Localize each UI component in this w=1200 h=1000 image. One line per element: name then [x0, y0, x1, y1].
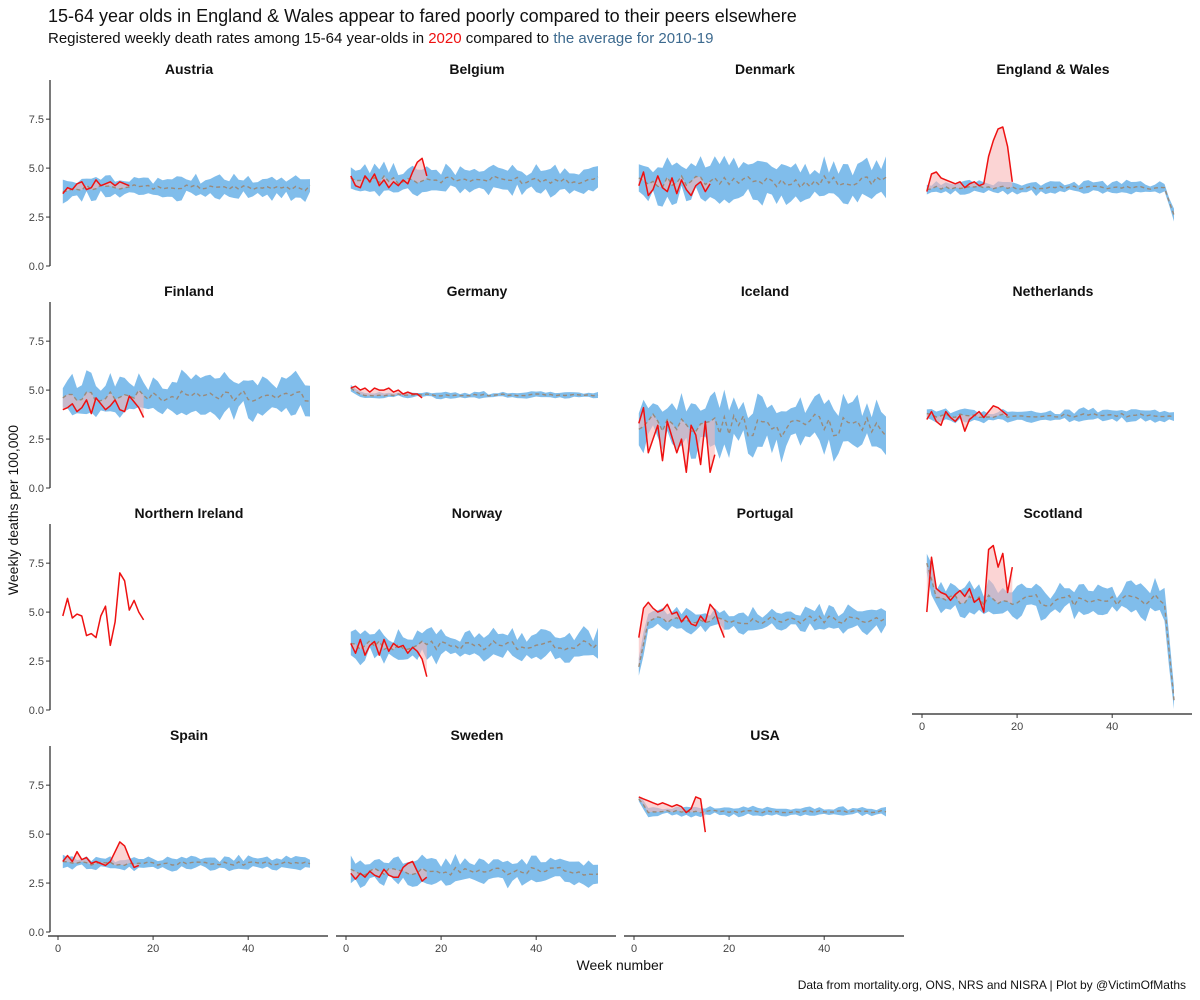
line-2020-germany: [350, 385, 423, 399]
subtitle-text-middle: compared to: [461, 30, 554, 47]
line-2020-usa: [638, 796, 707, 833]
excess-ribbon-2020-spain: [62, 841, 139, 868]
mean-line-2010-19-sweden: [350, 866, 599, 876]
excess-ribbon-2020-scotland: [926, 545, 1013, 613]
panel-title-spain: Spain: [170, 727, 208, 743]
panel-title-portugal: Portugal: [737, 505, 794, 521]
line-2020-scotland: [926, 544, 1014, 613]
line-2020-norway: [350, 638, 428, 677]
mean-line-2010-19-denmark: [638, 174, 887, 189]
y-tick-label-finland-3: 7.5: [29, 336, 44, 348]
mean-line-2010-19-scotland: [926, 563, 1175, 701]
y-tick-label-northern-ireland-1: 2.5: [29, 656, 44, 668]
subtitle-highlight-2020: 2020: [428, 30, 462, 47]
panel-title-sweden: Sweden: [451, 727, 504, 743]
panel-title-england-wales: England & Wales: [996, 61, 1109, 77]
line-2020-austria: [62, 179, 130, 195]
y-tick-label-austria-0: 0.0: [29, 261, 44, 273]
y-tick-label-finland-0: 0.0: [29, 483, 44, 495]
mean-line-2010-19-england-wales: [926, 185, 1175, 216]
x-tick-label-scotland-1: 20: [1011, 721, 1023, 733]
excess-ribbon-2020-usa: [638, 796, 706, 833]
excess-ribbon-2020-iceland: [638, 407, 715, 473]
excess-ribbon-2020-england-wales: [926, 127, 1013, 192]
x-tick-label-usa-0: 0: [631, 943, 637, 955]
line-2020-finland: [62, 395, 145, 418]
mean-line-2010-19-usa: [638, 798, 887, 814]
x-tick-label-sweden-1: 20: [435, 943, 447, 955]
band-2010-19-austria: [62, 173, 310, 204]
chart-title: 15-64 year olds in England & Wales appea…: [48, 6, 797, 26]
y-axis-title: Weekly deaths per 100,000: [5, 425, 21, 595]
y-tick-label-austria-3: 7.5: [29, 114, 44, 126]
line-2020-portugal: [638, 601, 725, 638]
panel-title-northern-ireland: Northern Ireland: [135, 505, 244, 521]
x-tick-label-spain-1: 20: [147, 943, 159, 955]
x-axis-title: Week number: [577, 957, 664, 973]
line-2020-england-wales: [926, 126, 1014, 192]
y-tick-label-austria-2: 5.0: [29, 163, 44, 175]
line-2020-spain: [62, 841, 140, 869]
y-tick-label-spain-3: 7.5: [29, 780, 44, 792]
y-tick-label-spain-2: 5.0: [29, 829, 44, 841]
panel-title-belgium: Belgium: [449, 61, 504, 77]
chart-subtitle: Registered weekly death rates among 15-6…: [48, 30, 713, 47]
line-2020-netherlands: [926, 405, 1009, 432]
y-tick-label-northern-ireland-2: 5.0: [29, 607, 44, 619]
x-tick-label-spain-2: 40: [242, 943, 254, 955]
panel-title-austria: Austria: [165, 61, 213, 77]
subtitle-highlight-average: the average for 2010-19: [553, 30, 714, 47]
excess-ribbon-2020-portugal: [638, 602, 725, 667]
panel-title-netherlands: Netherlands: [1013, 283, 1094, 299]
line-2020-iceland: [638, 406, 716, 474]
panel-title-iceland: Iceland: [741, 283, 789, 299]
x-tick-label-spain-0: 0: [55, 943, 61, 955]
line-2020-northern-ireland: [62, 572, 145, 647]
y-tick-label-spain-0: 0.0: [29, 927, 44, 939]
panel-title-scotland: Scotland: [1023, 505, 1082, 521]
x-tick-label-usa-1: 20: [723, 943, 735, 955]
x-tick-label-usa-2: 40: [818, 943, 830, 955]
excess-ribbon-2020-netherlands: [926, 405, 1008, 432]
band-2010-19-denmark: [638, 155, 886, 207]
y-tick-label-finland-2: 5.0: [29, 385, 44, 397]
line-2020-belgium: [350, 157, 428, 189]
line-2020-sweden: [350, 860, 428, 882]
excess-ribbon-2020-belgium: [350, 158, 427, 188]
x-tick-label-scotland-2: 40: [1106, 721, 1118, 733]
mean-line-2010-19-germany: [350, 387, 599, 397]
x-tick-label-sweden-2: 40: [530, 943, 542, 955]
mean-line-2010-19-austria: [62, 183, 311, 193]
y-tick-label-finland-1: 2.5: [29, 434, 44, 446]
panel-title-finland: Finland: [164, 283, 214, 299]
mean-line-2010-19-iceland: [638, 412, 887, 439]
x-tick-label-scotland-0: 0: [919, 721, 925, 733]
band-2010-19-england-wales: [926, 179, 1174, 222]
band-2010-19-scotland: [926, 553, 1174, 709]
mean-line-2010-19-belgium: [350, 174, 599, 185]
subtitle-text-before: Registered weekly death rates among 15-6…: [48, 30, 429, 47]
chart-caption: Data from mortality.org, ONS, NRS and NI…: [797, 978, 1186, 992]
mean-line-2010-19-portugal: [638, 615, 887, 668]
x-tick-label-sweden-0: 0: [343, 943, 349, 955]
panel-title-germany: Germany: [447, 283, 508, 299]
y-tick-label-northern-ireland-3: 7.5: [29, 558, 44, 570]
panel-title-norway: Norway: [452, 505, 503, 521]
mean-line-2010-19-finland: [62, 388, 311, 403]
y-tick-label-austria-1: 2.5: [29, 212, 44, 224]
panel-title-usa: USA: [750, 727, 780, 743]
mean-line-2010-19-netherlands: [926, 412, 1175, 419]
mean-line-2010-19-spain: [62, 860, 311, 867]
mean-line-2010-19-norway: [350, 639, 599, 651]
panel-title-denmark: Denmark: [735, 61, 795, 77]
line-2020-denmark: [638, 171, 711, 197]
band-2010-19-iceland: [638, 389, 886, 463]
excess-ribbon-2020-denmark: [638, 172, 711, 196]
y-tick-label-spain-1: 2.5: [29, 878, 44, 890]
y-tick-label-northern-ireland-0: 0.0: [29, 705, 44, 717]
excess-ribbon-2020-sweden: [350, 861, 427, 882]
